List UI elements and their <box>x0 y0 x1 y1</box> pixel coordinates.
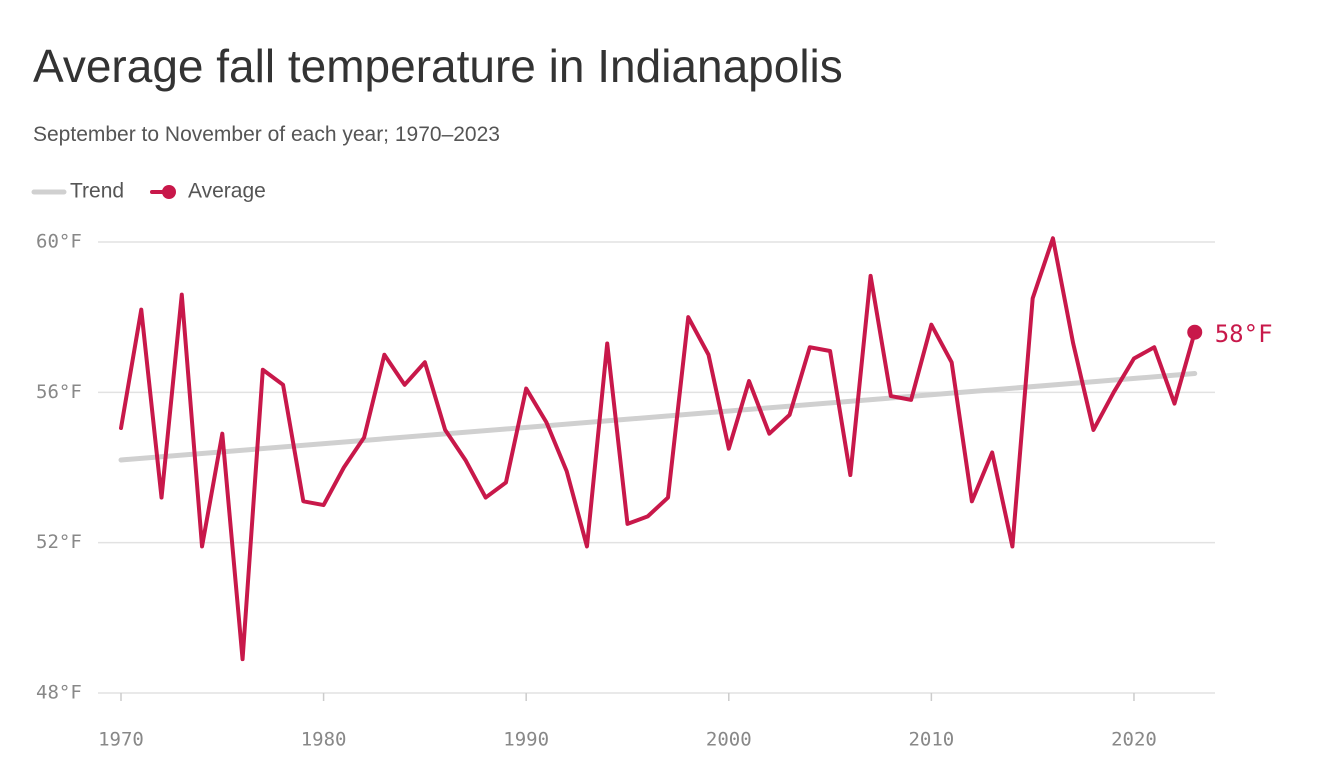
legend-label: Average <box>188 180 266 203</box>
chart-title: Average fall temperature in Indianapolis <box>33 40 843 92</box>
chart-subtitle: September to November of each year; 1970… <box>33 123 500 146</box>
x-tick-label: 1970 <box>98 729 144 751</box>
x-tick-label: 1980 <box>301 729 347 751</box>
y-tick-label: 56°F <box>36 381 82 403</box>
y-tick-label: 60°F <box>36 231 82 253</box>
end-marker <box>1187 324 1203 340</box>
legend-label: Trend <box>70 180 124 203</box>
x-tick-label: 2020 <box>1111 729 1157 751</box>
x-tick-label: 1990 <box>503 729 549 751</box>
y-tick-label: 52°F <box>36 531 82 553</box>
legend-marker <box>162 185 176 199</box>
x-tick-label: 2000 <box>706 729 752 751</box>
value-label: 58°F <box>1215 320 1273 348</box>
trend-line <box>118 371 1198 463</box>
y-tick-label: 48°F <box>36 682 82 704</box>
x-tick-label: 2010 <box>908 729 954 751</box>
data-line <box>119 236 1197 662</box>
